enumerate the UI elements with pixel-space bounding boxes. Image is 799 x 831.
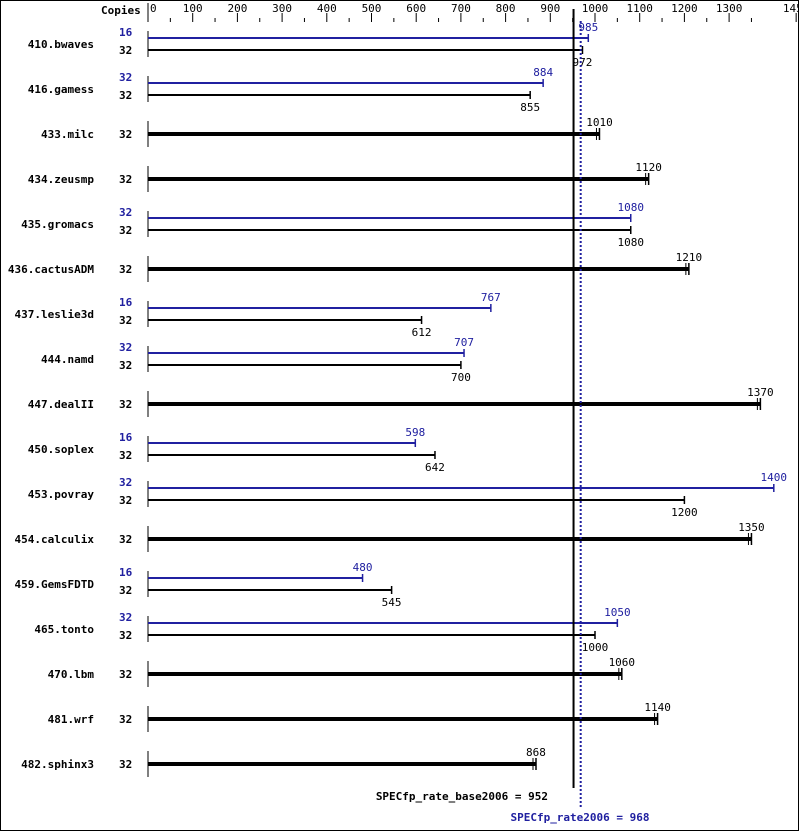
peak-value-label: 598 [405, 426, 425, 439]
base-value-label: 1140 [644, 701, 671, 714]
base-copies: 32 [119, 449, 132, 462]
base-copies: 32 [119, 128, 132, 141]
peak-copies: 16 [119, 296, 133, 309]
base-copies: 32 [119, 629, 132, 642]
tick-label: 300 [272, 2, 292, 15]
base-summary-label: SPECfp_rate_base2006 = 952 [376, 790, 548, 803]
base-copies: 32 [119, 758, 132, 771]
peak-value-label: 480 [353, 561, 373, 574]
peak-copies: 16 [119, 26, 133, 39]
peak-summary-label: SPECfp_rate2006 = 968 [510, 811, 649, 824]
base-value-label: 1120 [635, 161, 662, 174]
base-value-label: 1350 [738, 521, 765, 534]
tick-label: 200 [227, 2, 247, 15]
base-copies: 32 [119, 263, 132, 276]
base-value-label: 972 [573, 56, 593, 69]
peak-copies: 32 [119, 341, 132, 354]
base-value-label: 1010 [586, 116, 613, 129]
base-value-label: 1000 [582, 641, 609, 654]
tick-label: 1200 [671, 2, 698, 15]
peak-value-label: 1050 [604, 606, 631, 619]
peak-copies: 16 [119, 431, 133, 444]
base-value-label: 1370 [747, 386, 774, 399]
peak-copies: 32 [119, 71, 132, 84]
base-copies: 32 [119, 494, 132, 507]
copies-header: Copies [101, 4, 141, 17]
peak-value-label: 1400 [761, 471, 788, 484]
base-value-label: 1080 [618, 236, 645, 249]
base-value-label: 868 [526, 746, 546, 759]
base-value-label: 1060 [609, 656, 636, 669]
benchmark-name: 454.calculix [15, 533, 95, 546]
benchmark-name: 433.milc [41, 128, 94, 141]
benchmark-name: 416.gamess [28, 83, 94, 96]
base-copies: 32 [119, 359, 132, 372]
peak-value-label: 707 [454, 336, 474, 349]
base-copies: 32 [119, 224, 132, 237]
tick-label: 500 [362, 2, 382, 15]
tick-label: 1300 [716, 2, 743, 15]
peak-copies: 16 [119, 566, 133, 579]
tick-label: 800 [496, 2, 516, 15]
tick-label: 600 [406, 2, 426, 15]
tick-label: 1450 [783, 2, 798, 15]
base-copies: 32 [119, 584, 132, 597]
base-copies: 32 [119, 314, 132, 327]
base-value-label: 1210 [676, 251, 703, 264]
base-copies: 32 [119, 398, 132, 411]
benchmark-name: 435.gromacs [21, 218, 94, 231]
base-value-label: 700 [451, 371, 471, 384]
benchmark-name: 450.soplex [28, 443, 95, 456]
benchmark-name: 470.lbm [48, 668, 95, 681]
base-value-label: 642 [425, 461, 445, 474]
base-copies: 32 [119, 713, 132, 726]
peak-copies: 32 [119, 611, 132, 624]
benchmark-name: 434.zeusmp [28, 173, 95, 186]
benchmark-name: 459.GemsFDTD [15, 578, 95, 591]
base-value-label: 1200 [671, 506, 698, 519]
benchmark-name: 444.namd [41, 353, 94, 366]
tick-label: 1000 [582, 2, 609, 15]
tick-label: 100 [183, 2, 203, 15]
base-copies: 32 [119, 44, 132, 57]
benchmark-name: 447.dealII [28, 398, 94, 411]
peak-value-label: 1080 [618, 201, 645, 214]
tick-label: 400 [317, 2, 337, 15]
tick-label: 700 [451, 2, 471, 15]
benchmark-name: 465.tonto [34, 623, 94, 636]
benchmark-name: 436.cactusADM [8, 263, 94, 276]
tick-label: 900 [540, 2, 560, 15]
base-value-label: 855 [520, 101, 540, 114]
benchmark-name: 481.wrf [48, 713, 94, 726]
base-copies: 32 [119, 89, 132, 102]
base-value-label: 545 [382, 596, 402, 609]
peak-value-label: 767 [481, 291, 501, 304]
benchmark-name: 482.sphinx3 [21, 758, 94, 771]
base-copies: 32 [119, 173, 132, 186]
peak-copies: 32 [119, 476, 132, 489]
base-copies: 32 [119, 533, 132, 546]
peak-value-label: 985 [578, 21, 598, 34]
tick-label: 1100 [626, 2, 653, 15]
benchmark-name: 437.leslie3d [15, 308, 94, 321]
benchmark-name: 410.bwaves [28, 38, 94, 51]
base-value-label: 612 [412, 326, 432, 339]
benchmark-name: 453.povray [28, 488, 95, 501]
peak-value-label: 884 [533, 66, 553, 79]
peak-copies: 32 [119, 206, 132, 219]
base-copies: 32 [119, 668, 132, 681]
tick-label: 0 [150, 2, 157, 15]
